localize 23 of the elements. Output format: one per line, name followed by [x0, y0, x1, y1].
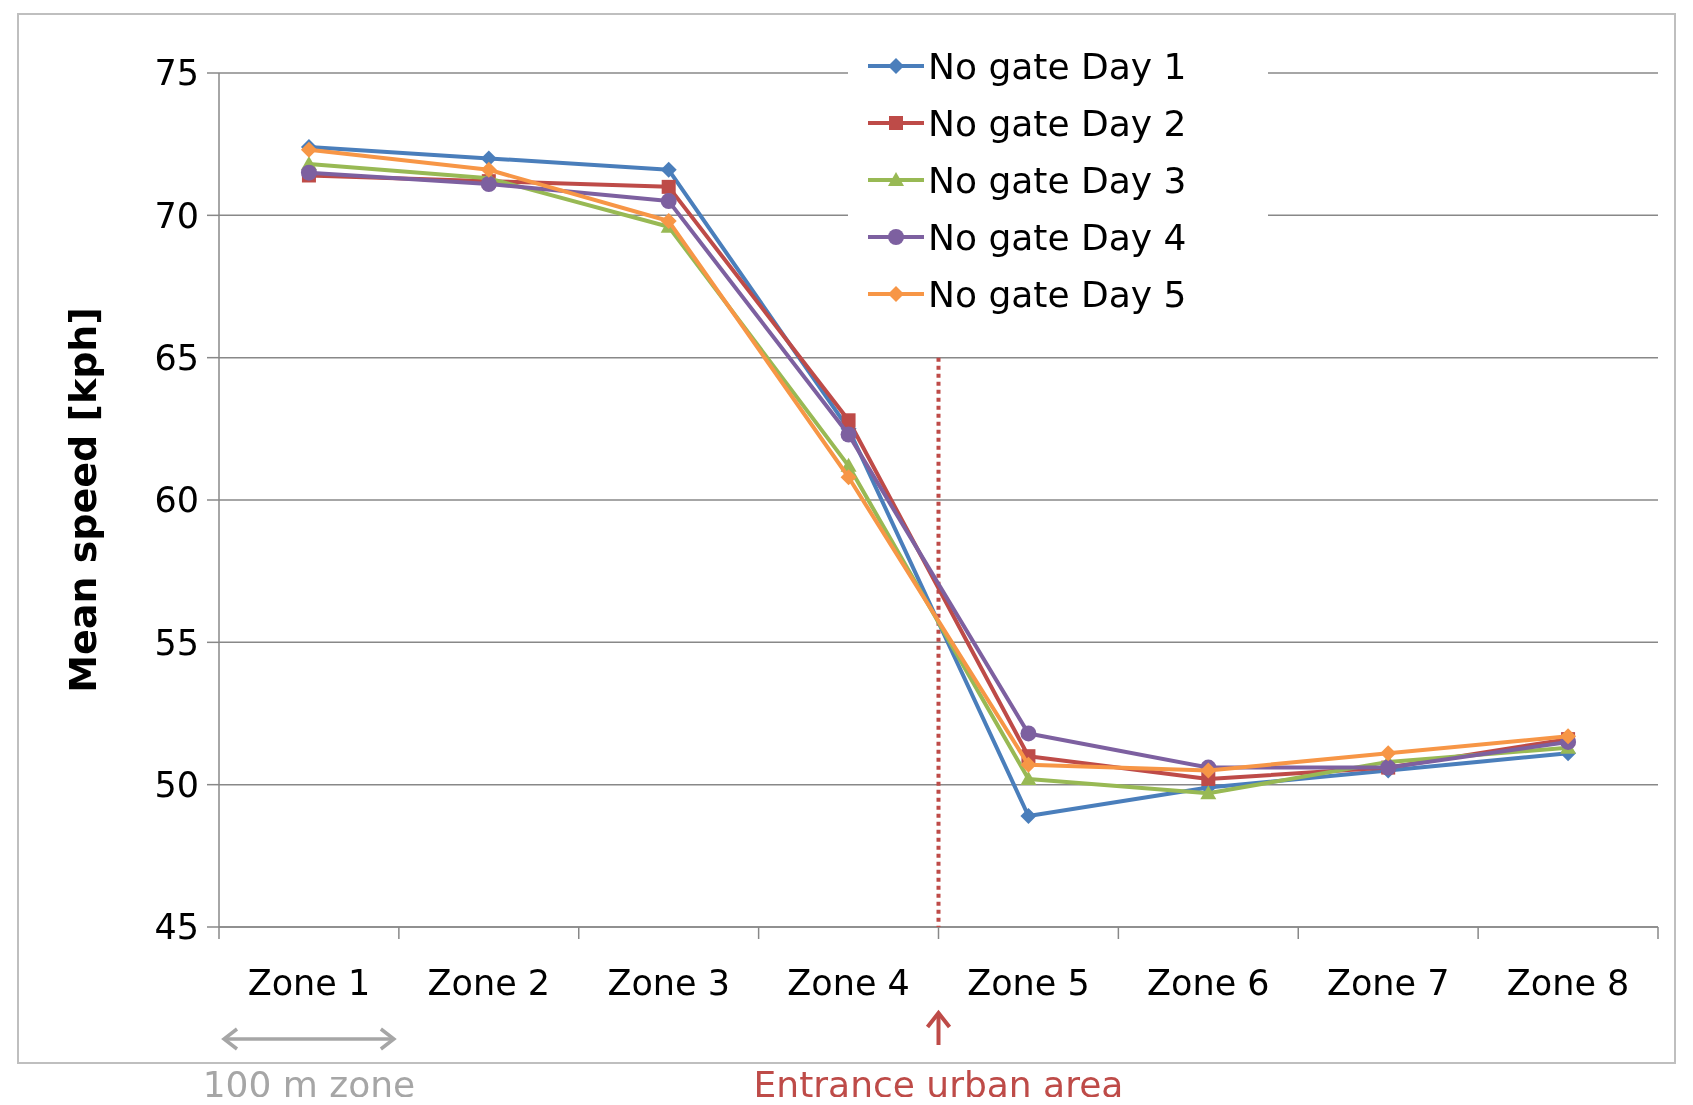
legend-label: No gate Day 4: [928, 216, 1187, 258]
y-tick-label: 65: [154, 337, 199, 378]
y-tick-label: 75: [154, 53, 199, 94]
y-tick-label: 60: [154, 480, 199, 521]
y-axis-title: Mean speed [kph]: [61, 307, 105, 693]
text: 100 m zone: [202, 1064, 416, 1105]
legend-label: No gate Day 3: [928, 159, 1187, 201]
x-tick-label: Zone 6: [1147, 963, 1270, 1003]
legend-label: No gate Day 1: [928, 45, 1187, 87]
legend-label: No gate Day 5: [928, 273, 1187, 315]
y-tick-label: 50: [154, 764, 199, 805]
x-tick-label: Zone 4: [787, 963, 910, 1003]
x-tick-label: Zone 2: [427, 963, 551, 1003]
y-tick-label: 45: [154, 907, 199, 948]
x-tick-label: Zone 7: [1326, 963, 1450, 1003]
x-tick-label: Zone 1: [247, 963, 371, 1003]
x-tick-label: Zone 3: [607, 963, 730, 1003]
x-tick-label: Zone 8: [1506, 963, 1630, 1003]
y-tick-label: 70: [154, 195, 199, 236]
x-tick-label: Zone 5: [967, 963, 1090, 1003]
text: Entrance urban area: [753, 1064, 1124, 1105]
y-tick-label: 55: [154, 622, 199, 663]
legend-label: No gate Day 2: [928, 102, 1187, 144]
